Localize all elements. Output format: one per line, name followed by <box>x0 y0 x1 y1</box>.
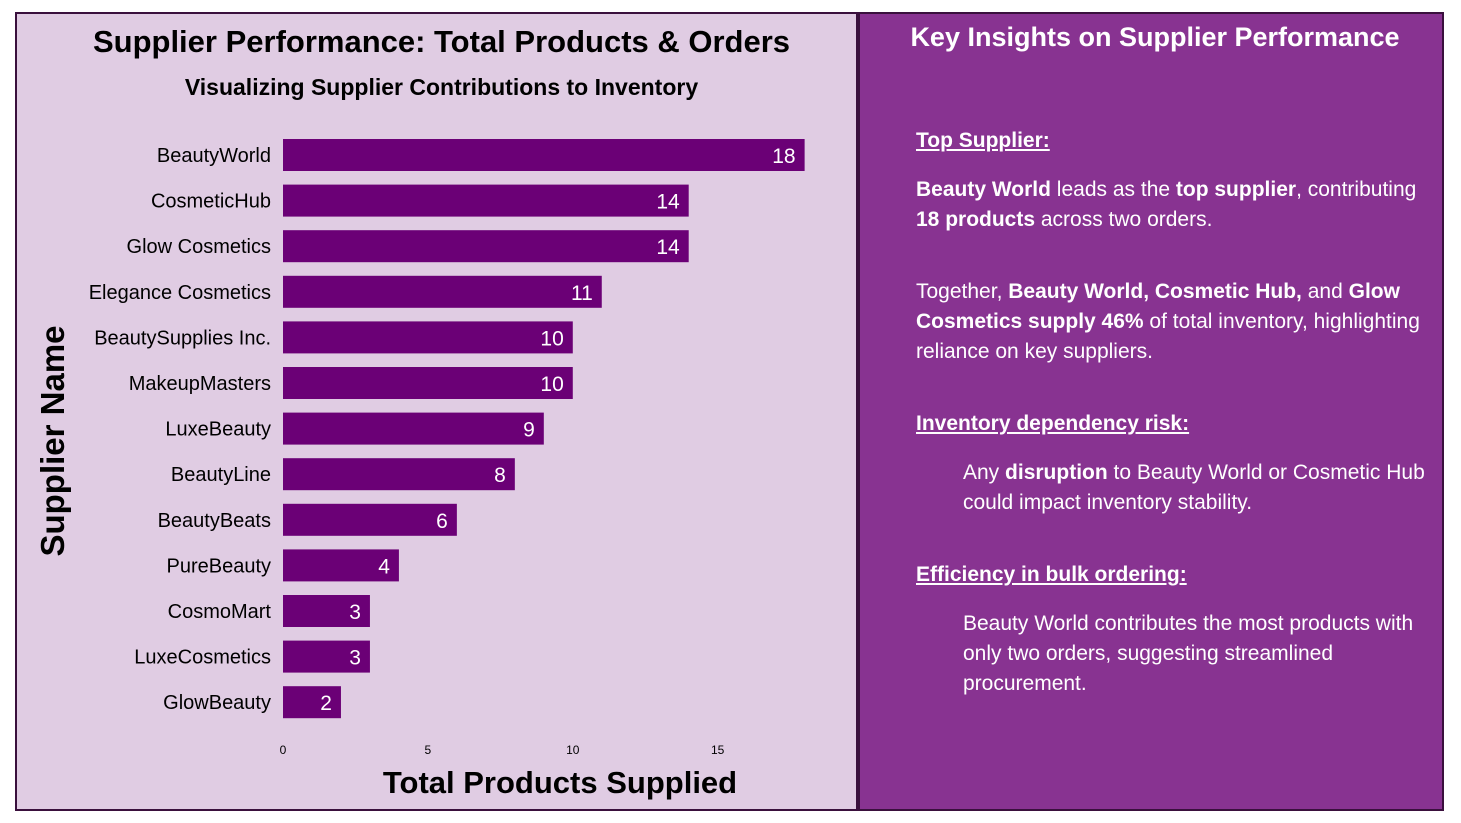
bar-value-label: 3 <box>349 647 361 670</box>
bar-value-label: 14 <box>656 236 680 259</box>
top-supplier-heading: Top Supplier: <box>916 129 1050 152</box>
risk-paragraph: Any disruption to Beauty World or Cosmet… <box>963 461 1425 514</box>
category-label: BeautyWorld <box>157 145 271 167</box>
category-label: Elegance Cosmetics <box>89 282 271 304</box>
chart-panel: Supplier Performance: Total Products & O… <box>15 12 858 811</box>
category-label: BeautyBeats <box>158 510 271 532</box>
bar <box>283 321 573 354</box>
bar <box>283 367 573 399</box>
bar-value-label: 14 <box>656 191 680 214</box>
top-supplier-paragraph: Beauty World leads as the top supplier, … <box>916 178 1417 231</box>
bar <box>283 549 399 582</box>
bar <box>283 412 544 445</box>
bar-value-label: 10 <box>540 373 563 396</box>
bar-value-label: 8 <box>494 464 506 487</box>
insights-panel: Key Insights on Supplier Performance Top… <box>858 12 1444 811</box>
category-label: LuxeCosmetics <box>134 647 271 669</box>
bar-value-label: 4 <box>378 555 390 578</box>
bar-value-label: 9 <box>523 419 535 442</box>
x-tick-label: 5 <box>425 743 432 757</box>
bar-value-label: 18 <box>772 145 795 168</box>
bar-value-label: 2 <box>320 692 332 715</box>
bar <box>283 458 515 491</box>
bar <box>283 139 805 171</box>
category-label: LuxeBeauty <box>165 419 271 441</box>
bar <box>283 503 457 536</box>
category-label: Glow Cosmetics <box>127 236 271 258</box>
insights-body: Top Supplier: Beauty World leads as the … <box>916 126 1428 699</box>
efficiency-heading: Efficiency in bulk ordering: <box>916 563 1187 586</box>
efficiency-paragraph: Beauty World contributes the most produc… <box>963 612 1414 695</box>
category-label: BeautySupplies Inc. <box>94 327 271 349</box>
x-tick-label: 0 <box>280 743 287 757</box>
category-label: CosmoMart <box>168 601 272 623</box>
bar <box>283 595 370 627</box>
risk-heading: Inventory dependency risk: <box>916 412 1190 435</box>
x-tick-label: 10 <box>566 743 580 757</box>
chart-title: Supplier Performance: Total Products & O… <box>92 24 791 59</box>
bar-value-label: 3 <box>349 601 361 624</box>
x-ticks-group: 0 5 10 15 <box>280 743 725 757</box>
category-label: GlowBeauty <box>163 692 271 714</box>
category-labels-group: BeautyWorld CosmeticHub Glow Cosmetics Eleg… <box>89 145 272 714</box>
y-axis-title: Supplier Name <box>34 325 71 556</box>
bar <box>283 275 602 308</box>
chart-subtitle: Visualizing Supplier Contributions to In… <box>184 74 699 100</box>
bar <box>283 184 689 217</box>
x-axis-title: Total Products Supplied <box>383 765 737 800</box>
bar-value-label: 6 <box>436 510 448 533</box>
key-suppliers-paragraph: Together, Beauty World, Cosmetic Hub, an… <box>916 280 1420 363</box>
bar-value-label: 11 <box>571 282 593 305</box>
category-label: BeautyLine <box>171 464 271 486</box>
insights-title: Key Insights on Supplier Performance <box>910 22 1400 52</box>
category-label: PureBeauty <box>166 555 271 577</box>
category-label: MakeupMasters <box>129 373 271 395</box>
bar-value-label: 10 <box>540 327 563 350</box>
x-tick-label: 15 <box>711 743 725 757</box>
bar <box>283 686 341 719</box>
bar <box>283 640 370 673</box>
category-label: CosmeticHub <box>151 191 271 213</box>
bar <box>283 230 689 263</box>
